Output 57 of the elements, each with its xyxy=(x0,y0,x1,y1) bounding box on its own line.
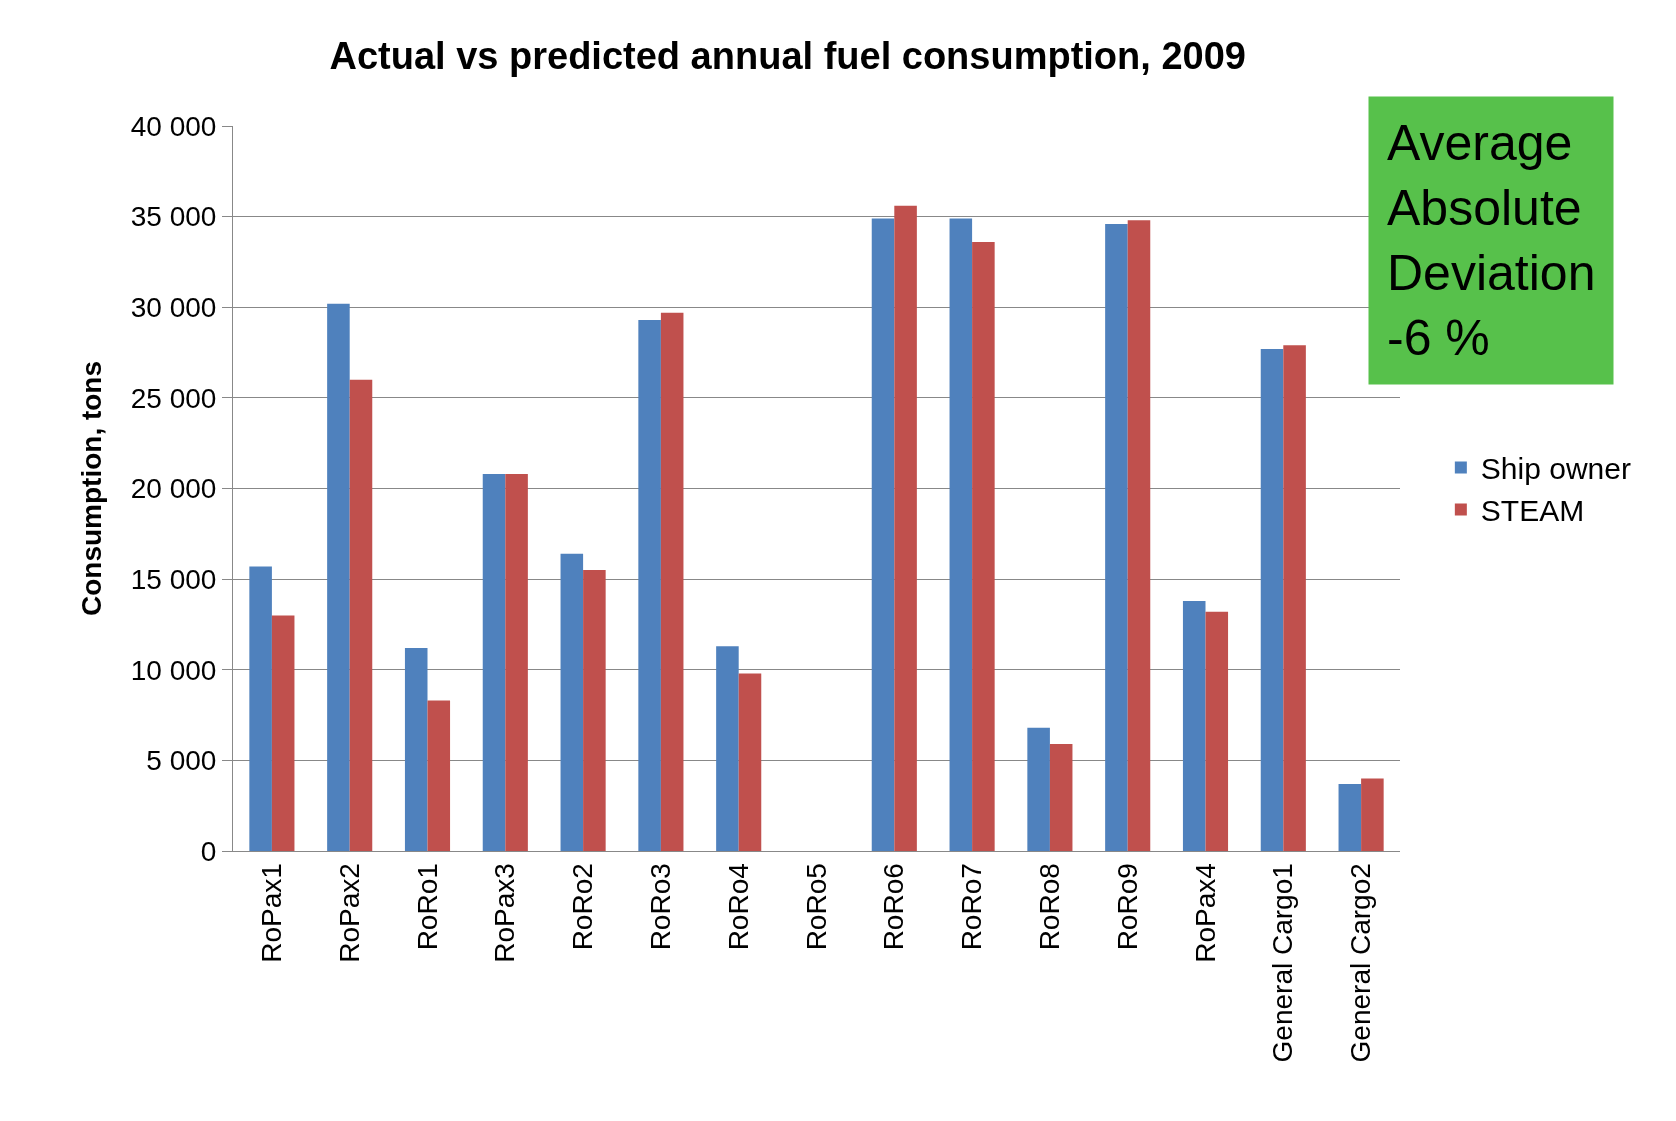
bar xyxy=(894,205,917,851)
y-tick-label: 10 000 xyxy=(130,654,217,686)
x-tick-label: RoRo1 xyxy=(411,863,443,951)
x-tick-label: RoPax1 xyxy=(256,863,287,963)
x-tick-label: RoRo5 xyxy=(800,863,832,951)
bar xyxy=(871,218,895,851)
bar xyxy=(427,700,451,851)
bar xyxy=(1049,744,1073,851)
bar xyxy=(638,319,661,851)
bar xyxy=(716,646,739,851)
x-tick-label: RoPax3 xyxy=(489,863,521,963)
bar xyxy=(972,242,995,851)
legend-label: STEAM xyxy=(1480,494,1585,528)
x-tick-label: General Cargo1 xyxy=(1267,863,1299,1063)
x-tick-label: RoRo9 xyxy=(1111,863,1143,951)
x-tick-label: RoRo2 xyxy=(567,863,599,951)
bar xyxy=(1338,783,1362,851)
y-tick-label: 20 000 xyxy=(130,473,217,505)
bar xyxy=(327,303,350,851)
x-tick-label: RoPax2 xyxy=(333,863,365,963)
y-tick-label: 0 xyxy=(200,835,217,867)
x-tick-label: RoRo4 xyxy=(722,863,754,951)
bar xyxy=(1027,727,1050,851)
bar xyxy=(1205,611,1229,851)
y-tick-label: 30 000 xyxy=(130,292,217,324)
x-tick-label: RoRo8 xyxy=(1034,863,1065,951)
y-tick-label: 15 000 xyxy=(130,563,217,595)
x-tick-label: RoRo3 xyxy=(645,863,676,951)
y-tick-label: 5 000 xyxy=(146,745,217,777)
annotation: Average Absolute Deviation -6 % xyxy=(1387,115,1596,366)
chart-title: Actual vs predicted annual fuel consumption, 2009 xyxy=(329,35,1246,78)
bar xyxy=(349,379,373,851)
bar xyxy=(738,673,762,851)
bar xyxy=(560,553,584,851)
bar xyxy=(1260,348,1284,851)
x-tick-label: RoPax4 xyxy=(1189,863,1221,963)
legend-label: Ship owner xyxy=(1480,452,1631,486)
bar xyxy=(1361,778,1384,851)
y-tick-label: 40 000 xyxy=(130,110,217,142)
y-axis-title: Consumption, tons xyxy=(76,360,108,617)
x-tick-label: RoRo6 xyxy=(878,863,910,951)
x-tick-label: RoRo7 xyxy=(956,863,988,951)
bar xyxy=(1127,220,1151,851)
bar xyxy=(249,566,272,851)
bar xyxy=(482,474,506,851)
bar xyxy=(949,218,973,851)
bar xyxy=(660,312,684,851)
bar xyxy=(583,570,606,851)
y-tick-label: 35 000 xyxy=(130,201,217,233)
bar xyxy=(1105,223,1128,851)
bar xyxy=(505,474,528,851)
bar xyxy=(1283,345,1306,851)
bar xyxy=(1182,600,1206,851)
y-tick-label: 25 000 xyxy=(130,382,217,414)
bar xyxy=(404,648,428,851)
x-tick-label: General Cargo2 xyxy=(1345,863,1377,1063)
bar xyxy=(271,615,295,851)
